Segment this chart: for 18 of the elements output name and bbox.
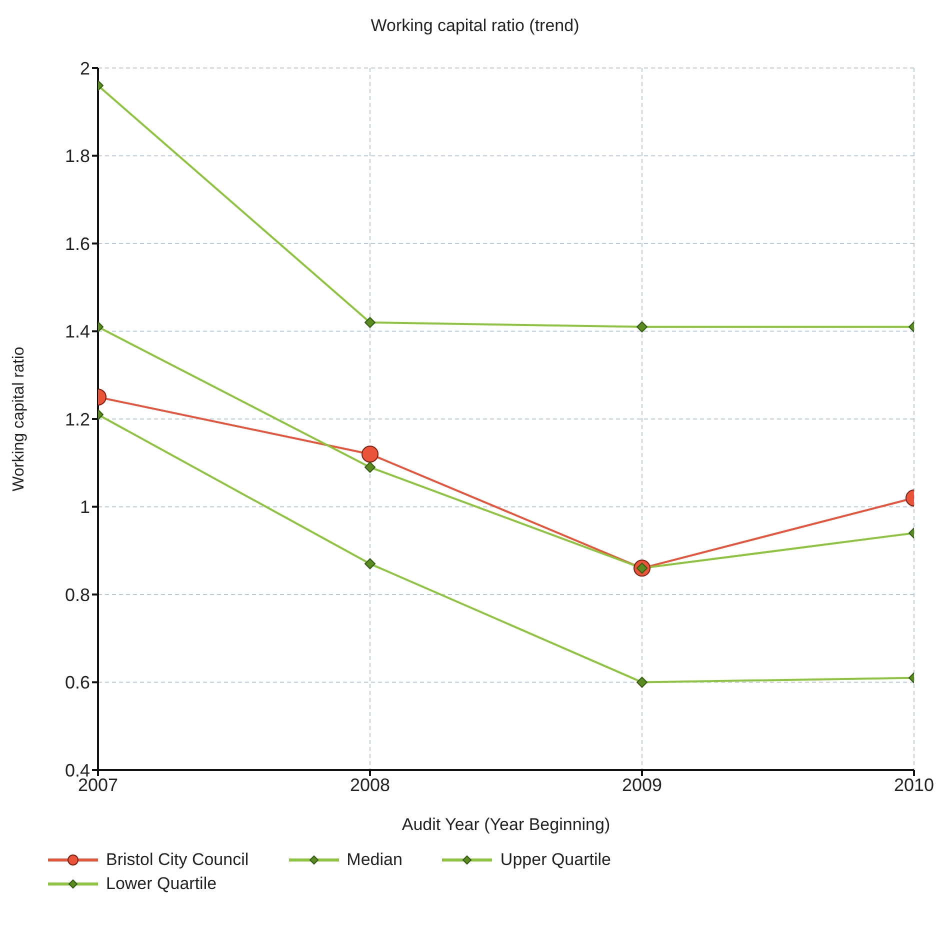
chart-title: Working capital ratio (trend): [370, 15, 580, 37]
y-tick-label: 1.8: [64, 146, 90, 166]
y-tick-label: 1.4: [64, 322, 90, 342]
legend-label: Median: [346, 850, 402, 870]
y-axis-title: Working capital ratio: [10, 346, 28, 492]
legend-label: Lower Quartile: [106, 874, 217, 894]
y-tick-label: 2: [80, 58, 90, 78]
y-tick-label: 1: [80, 497, 90, 518]
y-tick-label: 1.2: [64, 409, 90, 430]
legend-label: Bristol City Council: [106, 850, 249, 870]
x-tick-label: 2008: [350, 774, 390, 795]
x-tick-label: 2009: [622, 774, 662, 795]
y-tick-label: 0.8: [64, 584, 90, 605]
x-axis-title: Audit Year (Year Beginning): [402, 815, 610, 834]
y-tick-label: 1.6: [64, 234, 90, 254]
y-tick-label: 0.6: [64, 672, 90, 693]
x-tick-label: 2010: [894, 774, 934, 795]
legend-label: Upper Quartile: [500, 850, 611, 870]
